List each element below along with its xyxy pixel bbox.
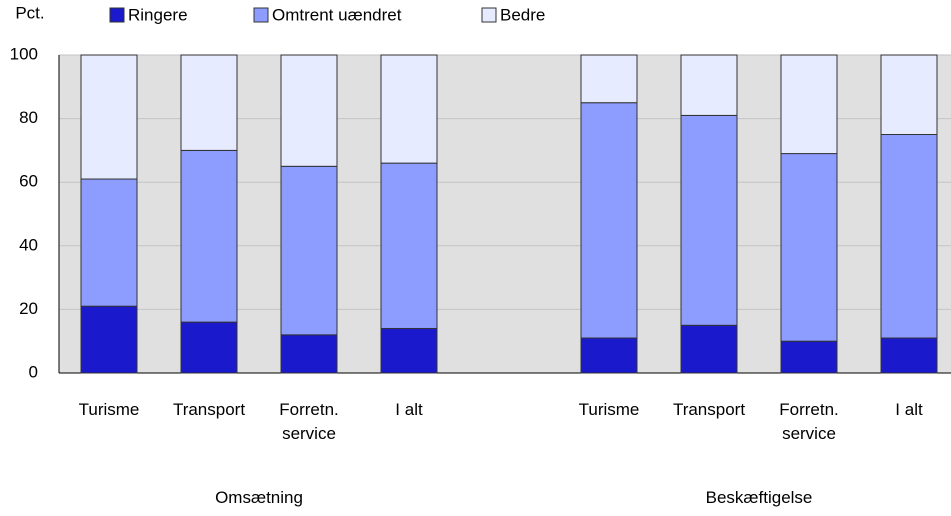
bar-segment [880, 134, 938, 339]
y-tick-label: 60 [19, 172, 38, 191]
bar-segment [680, 54, 738, 116]
y-tick-label: 20 [19, 299, 38, 318]
bar-segment [380, 327, 438, 374]
x-tick-label: Turisme [578, 400, 640, 419]
x-tick-label: Forretn. service [279, 400, 339, 443]
bar-segment [80, 305, 138, 374]
y-tick-label: 80 [19, 108, 38, 127]
bar-segment [180, 54, 238, 151]
bar-segment [580, 337, 638, 374]
bar-segment [880, 337, 938, 374]
x-tick-label: Transport [672, 400, 746, 419]
legend-swatch [253, 7, 269, 23]
group-label: Beskæftigelse [705, 488, 813, 507]
y-axis-label: Pct. [15, 3, 44, 22]
bar-segment [80, 54, 138, 180]
bar-segment [180, 321, 238, 374]
y-tick-label: 40 [19, 235, 38, 254]
bar-segment [380, 54, 438, 164]
bar-segment [680, 324, 738, 374]
group-label: Omsætning [215, 488, 303, 507]
bar-segment [580, 54, 638, 104]
bar-segment [280, 334, 338, 374]
legend-swatch [481, 7, 497, 23]
legend-swatch [109, 7, 125, 23]
x-tick-label: I alt [395, 400, 423, 419]
x-tick-label: Transport [172, 400, 246, 419]
legend-label: Omtrent uændret [272, 5, 402, 24]
bar-segment [280, 54, 338, 167]
x-tick-label: Forretn. service [779, 400, 839, 443]
legend-label: Ringere [128, 5, 188, 24]
bar-segment [880, 54, 938, 135]
bar-segment [780, 340, 838, 374]
x-tick-label: Turisme [78, 400, 140, 419]
bar-segment [780, 54, 838, 155]
bar-segment [280, 165, 338, 336]
x-tick-label: I alt [895, 400, 923, 419]
y-tick-label: 0 [29, 362, 38, 381]
y-tick-label: 100 [10, 44, 38, 63]
bar-segment [680, 114, 738, 326]
legend-label: Bedre [500, 5, 545, 24]
bar-segment [80, 178, 138, 307]
bar-segment [780, 153, 838, 342]
bar-segment [580, 102, 638, 339]
bar-segment [180, 149, 238, 323]
bar-segment [380, 162, 438, 329]
